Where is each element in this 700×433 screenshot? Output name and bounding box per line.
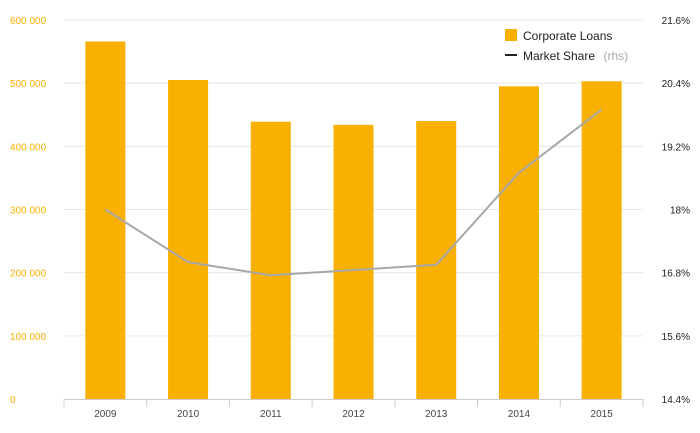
bar-2013 bbox=[416, 121, 457, 400]
y-tick-label-left: 0 bbox=[10, 395, 16, 406]
y-tick-label-right: 20.4% bbox=[662, 79, 690, 90]
y-tick-label-right: 19.2% bbox=[662, 142, 690, 153]
bar-2009 bbox=[85, 41, 126, 400]
y-tick-label-left: 400 000 bbox=[10, 142, 47, 153]
y-tick-label-left: 100 000 bbox=[10, 332, 47, 343]
bar-2014 bbox=[498, 86, 539, 399]
bar-2012 bbox=[333, 124, 374, 400]
y-tick-label-left: 600 000 bbox=[10, 16, 47, 27]
y-tick-label-right: 14.4% bbox=[662, 395, 690, 406]
y-tick-label-right: 21.6% bbox=[662, 16, 690, 27]
legend-label-corporate-loans: Corporate Loans bbox=[523, 29, 612, 43]
bar-2015 bbox=[581, 81, 622, 399]
x-tick-label-2012: 2012 bbox=[342, 409, 365, 420]
legend-rhs-suffix: (rhs) bbox=[603, 49, 628, 63]
bar-2011 bbox=[250, 121, 291, 399]
y-tick-label-left: 200 000 bbox=[10, 269, 47, 280]
bar-series bbox=[85, 41, 622, 400]
y-tick-label-right: 16.8% bbox=[662, 269, 690, 280]
x-tick-label-2013: 2013 bbox=[425, 409, 448, 420]
x-tick-label-2010: 2010 bbox=[177, 409, 200, 420]
x-tick-label-2015: 2015 bbox=[591, 409, 614, 420]
y-tick-label-right: 15.6% bbox=[662, 332, 690, 343]
legend-label-market-share: Market Share (rhs) bbox=[523, 47, 628, 64]
bar-2010 bbox=[168, 80, 209, 399]
x-tick-label-2009: 2009 bbox=[94, 409, 117, 420]
legend-swatch-corporate-loans bbox=[505, 29, 517, 41]
y-tick-label-left: 500 000 bbox=[10, 79, 47, 90]
axes: 0 14.4% 100 000 15.6% 200 000 16.8% 300 000 18%… bbox=[10, 16, 690, 420]
x-tick-label-2011: 2011 bbox=[260, 409, 282, 420]
legend-market-share-name: Market Share bbox=[523, 49, 595, 63]
line-series bbox=[104, 108, 603, 277]
y-tick-label-left: 300 000 bbox=[10, 206, 47, 217]
legend: Corporate Loans Market Share (rhs) bbox=[505, 29, 628, 64]
x-tick-label-2014: 2014 bbox=[508, 409, 531, 420]
y-tick-label-right: 18% bbox=[670, 206, 690, 217]
